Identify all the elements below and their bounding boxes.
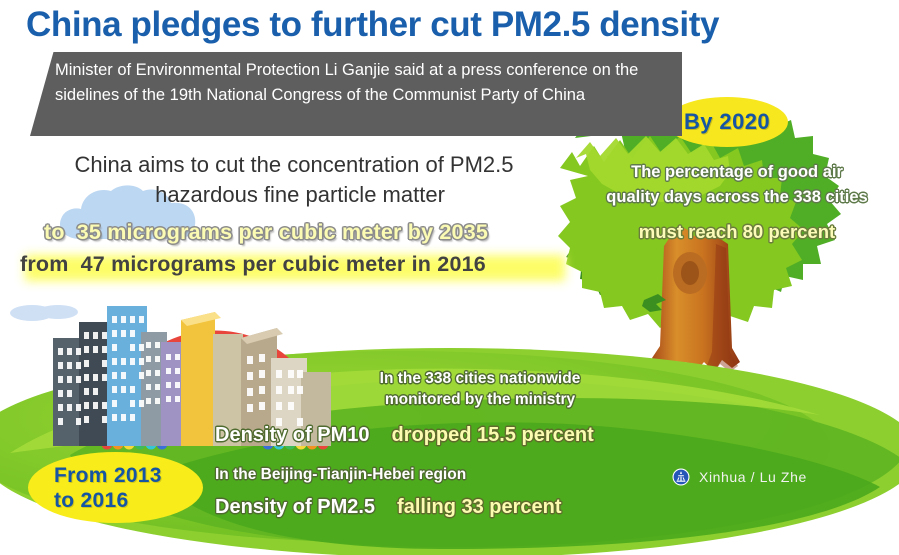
target-value: 35 micrograms per cubic meter by 2035 bbox=[76, 220, 489, 244]
baseline-prefix: from bbox=[20, 252, 69, 276]
cloud-small-icon bbox=[10, 305, 78, 321]
pm10-label: Density of PM10 bbox=[215, 424, 370, 446]
tree-knot-inner bbox=[681, 261, 699, 285]
tree-illustration bbox=[558, 102, 841, 376]
bottom-heading-line-2: monitored by the ministry bbox=[384, 391, 576, 408]
tree-callout-highlight: must reach 80 percent bbox=[638, 221, 836, 242]
from-2013-badge: From 2013 to 2016 bbox=[28, 452, 203, 523]
city-and-rainbow-illustration bbox=[53, 306, 331, 450]
tree-foliage-highlight bbox=[576, 136, 730, 202]
pm10-value: dropped 15.5 percent bbox=[391, 424, 594, 446]
baseline-value: 47 micrograms per cubic meter in 2016 bbox=[80, 252, 486, 276]
bottom-heading-line-1: In the 338 cities nationwide bbox=[379, 370, 581, 387]
tree-trunk-shade bbox=[706, 244, 738, 376]
intro-line-1: China aims to cut the concentration of P… bbox=[74, 152, 514, 177]
baseline-2016-line: from 47 micrograms per cubic meter in 201… bbox=[20, 252, 620, 281]
credit-text: Xinhua / Lu Zhe bbox=[699, 469, 807, 485]
pm25-value: falling 33 percent bbox=[397, 496, 562, 518]
by-2020-badge: By 2020 bbox=[666, 97, 788, 147]
hill-dark-shade bbox=[150, 422, 880, 549]
page-title: China pledges to further cut PM2.5 densi… bbox=[26, 5, 720, 44]
target-2035-line: to 35 micrograms per cubic meter by 2035 bbox=[44, 220, 604, 245]
quote-banner bbox=[30, 52, 682, 136]
pm10-stat-row: Density of PM10 dropped 15.5 percent bbox=[215, 424, 594, 447]
region-subtitle: In the Beijing-Tianjin-Hebei region bbox=[215, 466, 467, 483]
xinhua-logo-icon bbox=[672, 468, 690, 486]
pm25-stat-row: Density of PM2.5 falling 33 percent bbox=[215, 496, 562, 519]
credit-line: Xinhua / Lu Zhe bbox=[672, 468, 807, 486]
tree-trunk bbox=[652, 227, 740, 374]
baseline-highlight bbox=[25, 255, 565, 281]
intro-line-2: hazardous fine particle matter bbox=[155, 182, 445, 207]
from-2013-badge-line-1: From 2013 bbox=[54, 463, 162, 487]
tree-callout-text: The percentage of good air quality days … bbox=[592, 160, 882, 244]
target-prefix: to bbox=[44, 220, 65, 244]
pm25-label: Density of PM2.5 bbox=[215, 496, 376, 518]
tree-callout-line-1: The percentage of good air bbox=[631, 163, 843, 181]
by-2020-badge-label: By 2020 bbox=[684, 109, 770, 134]
tree-small-branch bbox=[642, 294, 666, 312]
from-2013-badge-line-2: to 2016 bbox=[54, 488, 129, 512]
city-buildings-icon bbox=[53, 306, 331, 446]
quote-banner-text: Minister of Environmental Protection Li … bbox=[55, 61, 639, 104]
bottom-heading: In the 338 cities nationwide monitored b… bbox=[300, 368, 660, 410]
tree-callout-line-2: quality days across the 338 cities bbox=[606, 188, 868, 206]
cloud-icon bbox=[59, 185, 196, 239]
